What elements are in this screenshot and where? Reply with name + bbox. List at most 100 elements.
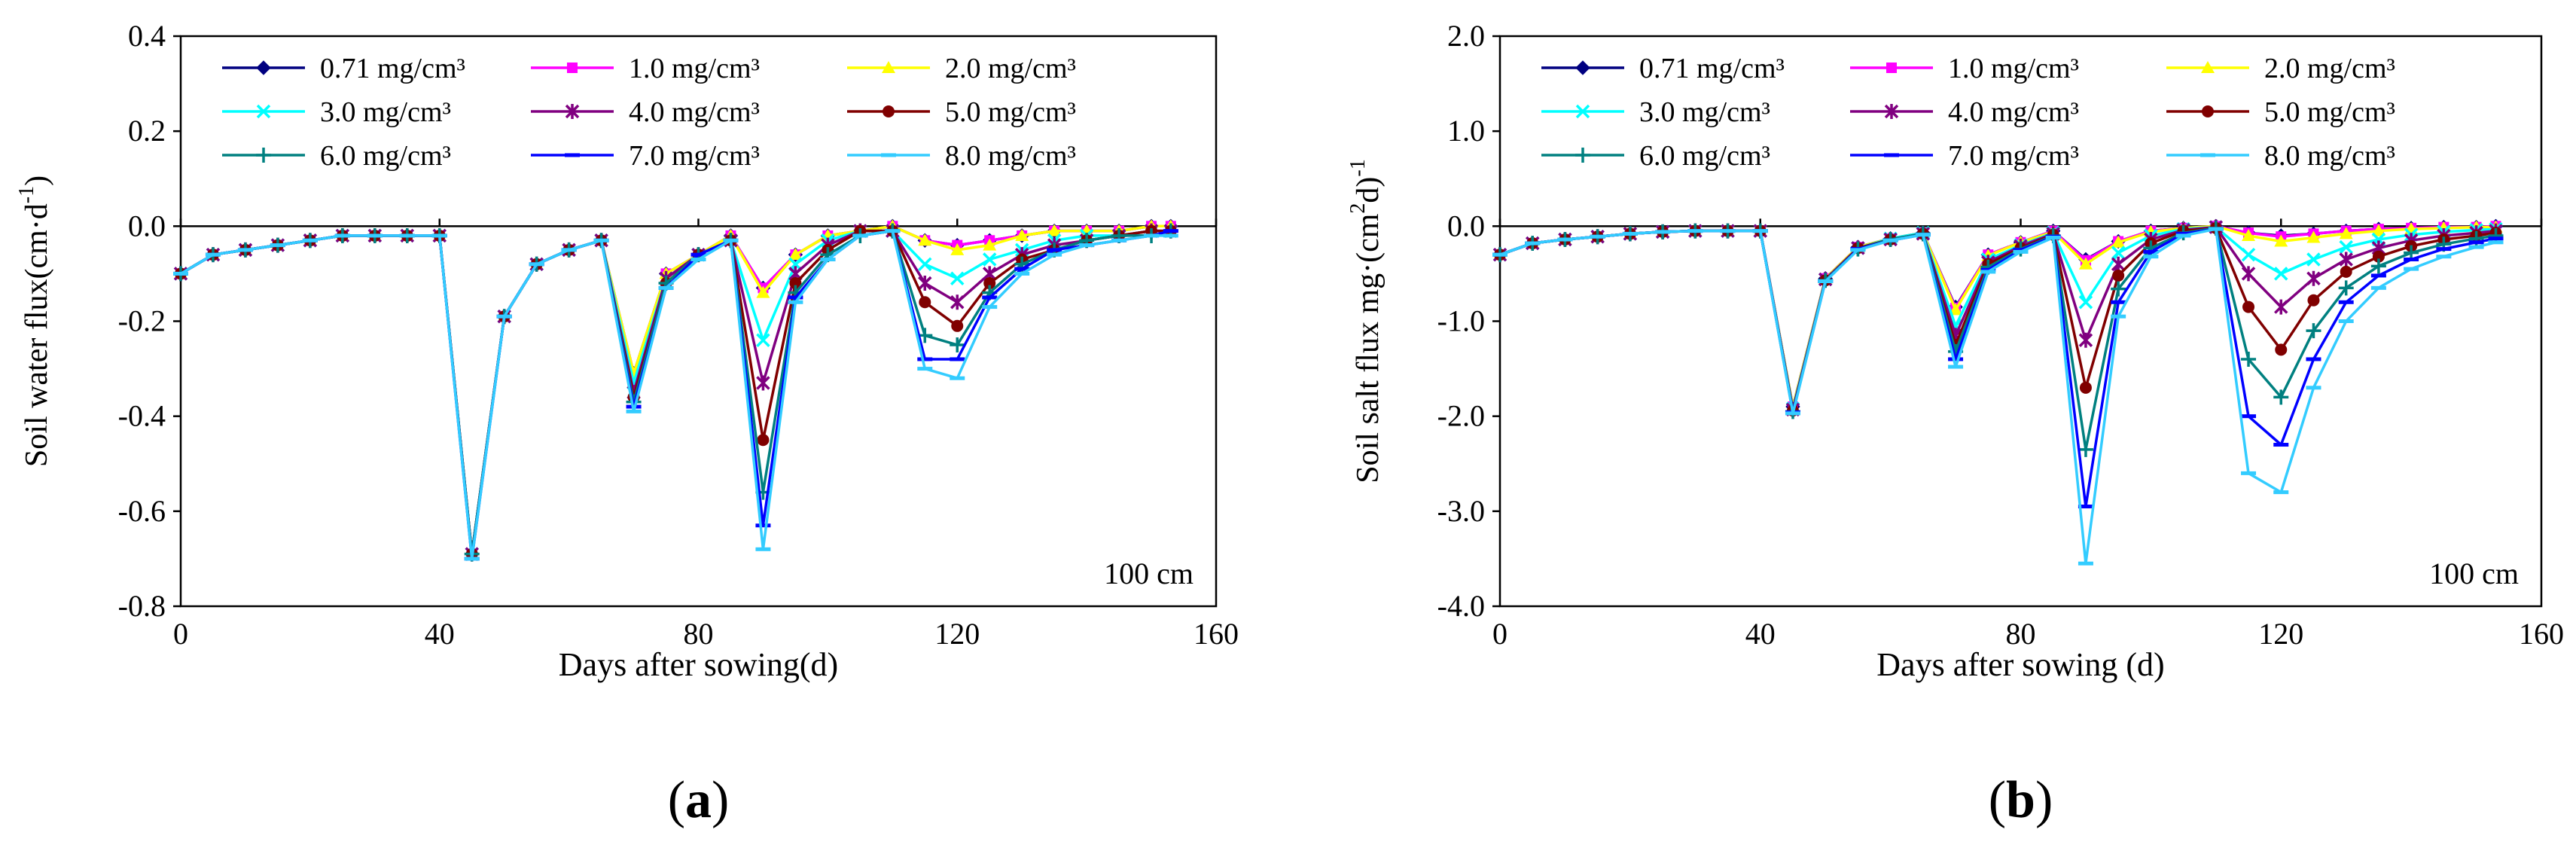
data-point bbox=[1047, 248, 1062, 252]
data-point bbox=[2306, 270, 2321, 286]
x-tick-label: 80 bbox=[684, 617, 714, 651]
y-axis-label: Soil water flux(cm·d-1) bbox=[15, 175, 54, 467]
data-point bbox=[2468, 240, 2484, 245]
data-point bbox=[2111, 246, 2126, 260]
legend-label: 2.0 mg/cm³ bbox=[945, 53, 1076, 84]
legend-marker bbox=[1575, 104, 1590, 119]
legend-item: 5.0 mg/cm³ bbox=[847, 96, 1076, 128]
data-point bbox=[917, 367, 933, 371]
data-point bbox=[756, 333, 770, 347]
data-point bbox=[399, 233, 415, 238]
data-point bbox=[982, 305, 998, 310]
data-point bbox=[2111, 300, 2126, 304]
data-point bbox=[2339, 239, 2353, 255]
data-point bbox=[1047, 252, 1062, 257]
data-point bbox=[2273, 443, 2289, 447]
data-point bbox=[690, 252, 706, 257]
data-point bbox=[2273, 389, 2289, 405]
legend-item: 0.71 mg/cm³ bbox=[222, 53, 465, 84]
y-tick-label: 0.0 bbox=[128, 209, 166, 242]
data-point bbox=[2111, 281, 2126, 297]
data-point bbox=[2241, 247, 2256, 262]
data-point bbox=[205, 252, 221, 257]
data-point bbox=[2338, 300, 2354, 304]
data-point bbox=[2013, 248, 2029, 252]
legend-item: 1.0 mg/cm³ bbox=[531, 53, 760, 84]
y-tick-label: 0.2 bbox=[128, 114, 166, 148]
data-point bbox=[1047, 224, 1062, 236]
data-point bbox=[1144, 233, 1160, 238]
data-point bbox=[658, 285, 674, 290]
data-point bbox=[723, 238, 739, 242]
data-point bbox=[950, 376, 965, 380]
legend-marker bbox=[565, 153, 580, 157]
data-point bbox=[1014, 271, 1030, 276]
legend-item: 2.0 mg/cm³ bbox=[2166, 53, 2395, 84]
data-point bbox=[1915, 233, 1931, 237]
data-point bbox=[2370, 285, 2386, 290]
data-point bbox=[1079, 243, 1095, 248]
x-tick-label: 0 bbox=[1492, 617, 1507, 651]
legend-label: 4.0 mg/cm³ bbox=[1948, 96, 2079, 128]
data-point bbox=[2306, 357, 2321, 361]
panel-a-chart: 0.4 0.2 0.0 -0.2 -0.4 -0.6 -0.80 40 80 120 160 Days… bbox=[15, 19, 1239, 829]
data-point bbox=[2340, 265, 2352, 278]
data-point bbox=[237, 248, 253, 252]
y-tick-label: -0.2 bbox=[118, 304, 166, 338]
data-point bbox=[2371, 224, 2385, 236]
data-point bbox=[1687, 229, 1703, 233]
y-tick-label: 0.4 bbox=[128, 19, 166, 53]
data-point bbox=[496, 314, 512, 319]
y-axis-label-close: ) bbox=[20, 175, 54, 186]
data-point bbox=[690, 257, 706, 261]
data-point bbox=[2078, 441, 2093, 457]
data-point bbox=[788, 300, 803, 304]
data-point bbox=[1948, 357, 1964, 361]
data-point bbox=[2372, 250, 2385, 263]
data-point bbox=[918, 257, 932, 272]
legend-label: 4.0 mg/cm³ bbox=[629, 96, 760, 128]
y-tick-label: -3.0 bbox=[1437, 494, 1485, 528]
series-line bbox=[180, 229, 1171, 560]
legend-label: 7.0 mg/cm³ bbox=[629, 140, 760, 172]
data-point bbox=[2079, 381, 2092, 394]
data-point bbox=[1590, 234, 1605, 239]
panel-label-letter: b bbox=[2006, 771, 2035, 829]
data-point bbox=[1850, 248, 1866, 252]
y-axis-label-superscript: -1 bbox=[1346, 159, 1370, 176]
legend-label: 5.0 mg/cm³ bbox=[2264, 96, 2395, 128]
legend-marker bbox=[2201, 61, 2215, 73]
data-point bbox=[561, 248, 577, 252]
y-tick-label: 1.0 bbox=[1447, 114, 1485, 148]
data-point bbox=[2274, 234, 2288, 247]
data-point bbox=[789, 277, 802, 290]
data-point bbox=[950, 337, 965, 353]
x-tick-label: 40 bbox=[1745, 617, 1776, 651]
x-axis-label: Days after sowing (d) bbox=[1876, 646, 2164, 683]
legend-item: 3.0 mg/cm³ bbox=[222, 96, 451, 128]
data-point bbox=[2274, 299, 2288, 315]
legend-label: 8.0 mg/cm³ bbox=[945, 140, 1076, 172]
data-point bbox=[2241, 471, 2257, 475]
data-point bbox=[2404, 257, 2419, 261]
panel-label-close: ) bbox=[2035, 771, 2053, 829]
panel-b-chart: 2.0 1.0 0.0 -1.0 -2.0 -3.0 -4.00 40 80 120 160 Days… bbox=[1346, 19, 2564, 829]
data-point bbox=[918, 276, 932, 291]
data-point bbox=[951, 319, 964, 332]
data-point bbox=[2339, 252, 2353, 267]
data-point bbox=[1163, 229, 1178, 233]
data-point bbox=[2242, 300, 2255, 313]
data-point bbox=[2275, 343, 2288, 356]
data-point bbox=[2306, 386, 2321, 390]
data-point bbox=[1720, 229, 1736, 233]
legend-item: 6.0 mg/cm³ bbox=[1541, 140, 1770, 172]
data-point bbox=[756, 285, 770, 298]
legend-item: 5.0 mg/cm³ bbox=[2166, 96, 2395, 128]
data-point bbox=[2112, 269, 2125, 282]
data-point bbox=[1163, 233, 1178, 238]
data-point bbox=[950, 294, 965, 310]
data-point bbox=[2013, 249, 2029, 254]
legend-label: 6.0 mg/cm³ bbox=[320, 140, 451, 172]
panel-label: (b) bbox=[1989, 771, 2053, 829]
y-axis-label-superscript: 2 bbox=[1346, 203, 1370, 214]
